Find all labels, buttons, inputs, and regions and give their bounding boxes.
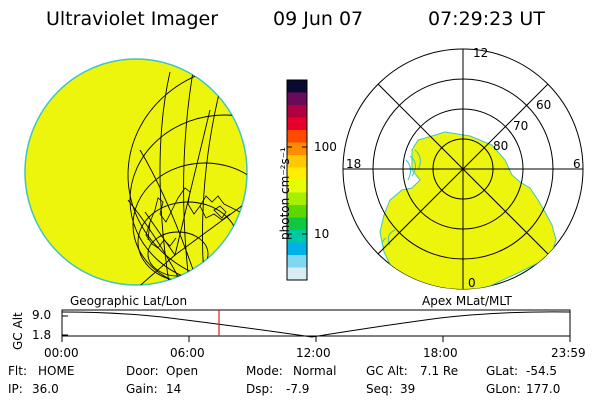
observation-time: 07:29:23 UT [428, 8, 545, 30]
xtick-0600: 06:00 [170, 346, 205, 360]
colorbar-segment [287, 255, 307, 268]
colorbar-segment [287, 155, 307, 168]
colorbar-segment [287, 230, 307, 243]
colorbar-tick-10: 10 [314, 227, 330, 241]
mlt-label-12: 12 [473, 46, 489, 60]
colorbar-segment [287, 130, 307, 143]
gc-alt-axis-label: GC Alt [11, 312, 25, 350]
altitude-plot [61, 309, 571, 342]
status-door-key: Door: [126, 364, 159, 378]
colorbar-segment [287, 92, 307, 106]
lat-label-60: 60 [536, 98, 552, 112]
colorbar-unit-label: photon cm⁻²s⁻¹ [278, 147, 292, 240]
colorbar-segment [287, 142, 307, 156]
ytick-1-8: 1.8 [32, 328, 52, 342]
observation-date: 09 Jun 07 [273, 8, 364, 30]
status-door-value: Open [166, 364, 199, 378]
colorbar-segment [287, 242, 307, 256]
status-seq-key: Seq: [366, 382, 393, 396]
coastline-outline [145, 187, 246, 249]
lat-label-70: 70 [513, 119, 529, 133]
mlt-label-6: 6 [573, 157, 581, 171]
apex-label: Apex MLat/MLT [422, 294, 512, 308]
xtick-0000: 00:00 [44, 346, 79, 360]
geographic-image [24, 58, 248, 286]
status-glon-value: 177.0 [526, 382, 561, 396]
status-ip-key: IP: [8, 382, 23, 396]
polar-grid [343, 49, 583, 289]
status-mode-value: Normal [293, 364, 337, 378]
colorbar-segment [287, 267, 307, 281]
colorbar-tick-100: 100 [314, 140, 337, 154]
instrument-title: Ultraviolet Imager [46, 8, 219, 30]
colorbar-segment [287, 205, 307, 218]
status-mode-key: Mode: [246, 364, 283, 378]
status-flt-key: Flt: [8, 364, 27, 378]
colorbar-segment [287, 117, 307, 131]
geographic-label: Geographic Lat/Lon [70, 294, 188, 308]
colorbar-segment [287, 217, 307, 231]
status-flt-value: HOME [38, 364, 75, 378]
polar-plot [342, 48, 584, 290]
colorbar-segment [287, 80, 307, 93]
colorbar-segment [287, 180, 307, 193]
xtick-1200: 12:00 [296, 346, 331, 360]
status-gain-key: Gain: [126, 382, 158, 396]
lat-lon-grid [127, 59, 247, 285]
status-dsp-value: -7.9 [286, 382, 310, 396]
mlt-label-0: 0 [468, 276, 476, 290]
status-ip-value: 36.0 [32, 382, 59, 396]
status-dsp-key: Dsp: [246, 382, 274, 396]
colorbar-segment [287, 167, 307, 181]
status-glat-value: -54.5 [526, 364, 558, 378]
xtick-2359: 23:59 [551, 346, 586, 360]
lat-label-80: 80 [493, 139, 509, 153]
status-glon-key: GLon: [486, 382, 521, 396]
mlt-label-18: 18 [346, 157, 362, 171]
ytick-9: 9.0 [32, 308, 52, 322]
colorbar [286, 79, 308, 281]
status-gcalt-value: 7.1 Re [420, 364, 459, 378]
status-seq-value: 39 [400, 382, 416, 396]
status-gain-value: 14 [166, 382, 182, 396]
xtick-1800: 18:00 [423, 346, 458, 360]
colorbar-segment [287, 105, 307, 118]
status-glat-key: GLat: [486, 364, 519, 378]
status-gcalt-key: GC Alt: [366, 364, 408, 378]
colorbar-segment [287, 192, 307, 206]
